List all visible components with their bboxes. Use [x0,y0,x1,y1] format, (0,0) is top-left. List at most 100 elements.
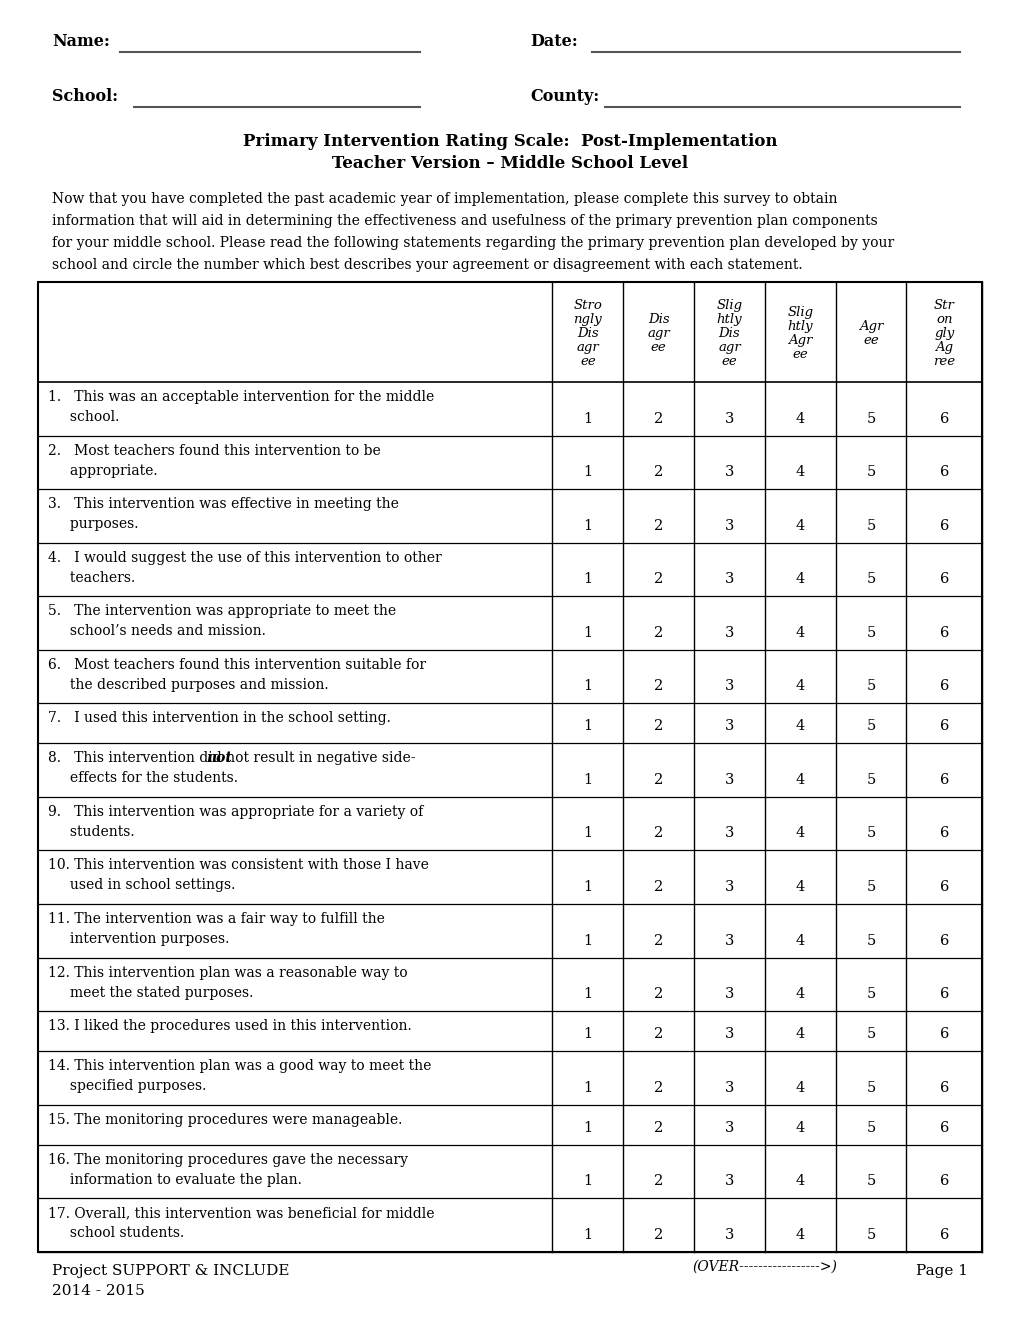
Text: 3.   This intervention was effective in meeting the: 3. This intervention was effective in me… [48,498,398,511]
Text: 5: 5 [865,680,875,693]
Text: County:: County: [530,88,599,106]
Text: 5: 5 [865,572,875,586]
Text: 2: 2 [653,987,662,1001]
Text: 4: 4 [795,826,804,841]
Text: 3: 3 [725,572,734,586]
Text: 1: 1 [583,412,592,425]
Text: 3: 3 [725,1228,734,1242]
Text: students.: students. [48,825,135,840]
Text: 14. This intervention plan was a good way to meet the: 14. This intervention plan was a good wa… [48,1059,431,1073]
Text: 1: 1 [583,1228,592,1242]
Text: gly: gly [933,327,954,341]
Text: 3: 3 [725,1027,734,1041]
Text: 5: 5 [865,626,875,640]
Text: 5: 5 [865,826,875,841]
Text: 1: 1 [583,880,592,894]
Text: 6: 6 [938,826,948,841]
Text: 2: 2 [653,880,662,894]
Text: 5: 5 [865,465,875,479]
Text: 3: 3 [725,880,734,894]
Text: 6: 6 [938,774,948,787]
Text: 6: 6 [938,1081,948,1094]
Text: 16. The monitoring procedures gave the necessary: 16. The monitoring procedures gave the n… [48,1152,408,1167]
Text: Page 1: Page 1 [915,1265,967,1278]
Text: Stro: Stro [573,300,602,312]
Text: 6: 6 [938,412,948,425]
Text: 2: 2 [653,774,662,787]
Text: Primary Intervention Rating Scale:  Post-Implementation: Primary Intervention Rating Scale: Post-… [243,133,776,150]
Text: 3: 3 [725,826,734,841]
Text: 1: 1 [583,680,592,693]
Text: 13. I liked the procedures used in this intervention.: 13. I liked the procedures used in this … [48,1019,412,1034]
Text: 2: 2 [653,680,662,693]
Text: Dis: Dis [577,327,598,341]
Text: 3: 3 [725,987,734,1001]
Text: 3: 3 [725,1175,734,1188]
Text: 1.   This was an acceptable intervention for the middle: 1. This was an acceptable intervention f… [48,389,434,404]
Text: 3: 3 [725,519,734,532]
Text: school students.: school students. [48,1226,184,1241]
Text: 12. This intervention plan was a reasonable way to: 12. This intervention plan was a reasona… [48,965,408,979]
Text: Slig: Slig [715,300,742,312]
Text: 5: 5 [865,1081,875,1094]
Text: 3: 3 [725,680,734,693]
Text: 5: 5 [865,880,875,894]
Text: 4: 4 [795,880,804,894]
Text: 6: 6 [938,1027,948,1041]
Text: htly: htly [787,319,812,333]
Text: 4: 4 [795,572,804,586]
Text: ee: ee [650,341,665,354]
Text: 2.   Most teachers found this intervention to be: 2. Most teachers found this intervention… [48,444,380,458]
Text: 4: 4 [795,519,804,532]
Text: school’s needs and mission.: school’s needs and mission. [48,624,266,638]
Text: Date:: Date: [530,33,577,50]
Text: 4: 4 [795,1228,804,1242]
Text: 4: 4 [795,719,804,734]
Text: 3: 3 [725,719,734,734]
Text: 4: 4 [795,1081,804,1094]
Text: 2: 2 [653,1081,662,1094]
Text: 1: 1 [583,826,592,841]
Text: 1: 1 [583,1121,592,1135]
Text: on: on [935,313,952,326]
Text: 5: 5 [865,987,875,1001]
Text: ee: ee [580,355,595,368]
Text: 2: 2 [653,572,662,586]
Text: 4: 4 [795,680,804,693]
Text: 1: 1 [583,1175,592,1188]
Text: 3: 3 [725,1121,734,1135]
Text: Agr: Agr [788,334,812,347]
Text: 4.   I would suggest the use of this intervention to other: 4. I would suggest the use of this inter… [48,550,441,565]
Text: 6: 6 [938,933,948,948]
Text: 1: 1 [583,572,592,586]
Text: for your middle school. Please read the following statements regarding the prima: for your middle school. Please read the … [52,236,894,249]
Text: 1: 1 [583,626,592,640]
Text: Agr: Agr [858,319,882,333]
Text: 2: 2 [653,826,662,841]
Text: 2: 2 [653,412,662,425]
Text: 2: 2 [653,1228,662,1242]
Text: school.: school. [48,411,119,424]
Text: 6: 6 [938,519,948,532]
Text: 6: 6 [938,626,948,640]
Text: 5: 5 [865,933,875,948]
Text: 5: 5 [865,1175,875,1188]
Text: 5.   The intervention was appropriate to meet the: 5. The intervention was appropriate to m… [48,605,395,618]
Text: Dis: Dis [718,327,740,341]
Text: 7.   I used this intervention in the school setting.: 7. I used this intervention in the schoo… [48,711,390,725]
Text: Teacher Version – Middle School Level: Teacher Version – Middle School Level [331,154,688,172]
Text: 5: 5 [865,519,875,532]
Text: 3: 3 [725,626,734,640]
Text: not: not [206,751,231,766]
Text: 5: 5 [865,412,875,425]
Text: purposes.: purposes. [48,517,139,531]
Text: Slig: Slig [787,306,812,319]
Text: agr: agr [576,341,599,354]
Text: 4: 4 [795,1121,804,1135]
Text: intervention purposes.: intervention purposes. [48,932,229,946]
Text: ee: ee [720,355,737,368]
Text: 1: 1 [583,933,592,948]
Text: 4: 4 [795,774,804,787]
Text: 6: 6 [938,572,948,586]
Text: 15. The monitoring procedures were manageable.: 15. The monitoring procedures were manag… [48,1113,401,1127]
